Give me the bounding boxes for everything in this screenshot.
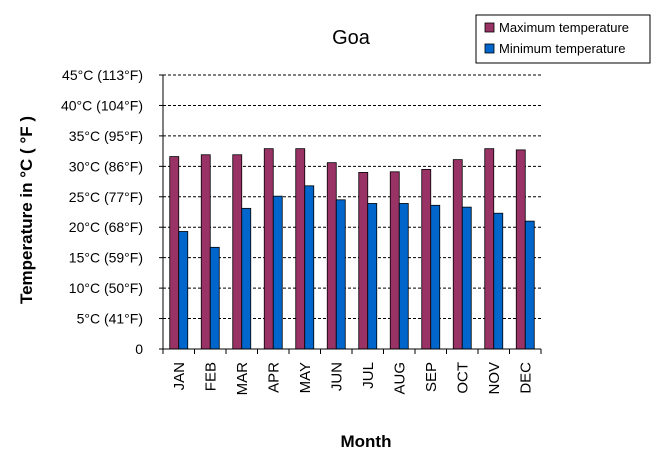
bar-max-jul bbox=[358, 172, 369, 350]
x-axis-title: Month bbox=[341, 432, 392, 451]
x-tick-label: DEC bbox=[517, 362, 534, 394]
bar-min-sep bbox=[430, 204, 441, 350]
x-tick-label: NOV bbox=[486, 362, 503, 395]
bar-min-jan bbox=[178, 231, 189, 350]
y-tick-label: 15°C (59°F) bbox=[69, 250, 143, 266]
bar-max-oct bbox=[452, 159, 463, 350]
bar-max-sep bbox=[421, 168, 432, 350]
y-tick-label: 30°C (86°F) bbox=[69, 158, 143, 174]
bar-min-jul bbox=[367, 203, 378, 350]
x-tick-label: JUL bbox=[360, 362, 377, 389]
x-tick-label: AUG bbox=[391, 362, 408, 395]
x-tick-label: JUN bbox=[328, 362, 345, 391]
bar-max-feb bbox=[200, 154, 211, 350]
bar-min-aug bbox=[398, 203, 409, 350]
bar-max-may bbox=[295, 148, 306, 350]
bar-max-jun bbox=[326, 162, 337, 350]
bar-max-mar bbox=[232, 154, 243, 350]
legend-swatch bbox=[484, 43, 495, 54]
bar-min-dec bbox=[524, 220, 535, 350]
y-tick-label: 25°C (77°F) bbox=[69, 189, 143, 205]
bar-max-aug bbox=[389, 171, 400, 350]
bars bbox=[169, 148, 535, 350]
bar-min-jun bbox=[335, 199, 346, 350]
chart-title: Goa bbox=[332, 27, 371, 49]
grid-lines bbox=[163, 74, 541, 320]
bar-max-apr bbox=[263, 148, 274, 350]
legend-label: Minimum temperature bbox=[499, 41, 625, 56]
bar-min-mar bbox=[241, 207, 252, 350]
y-tick-label: 35°C (95°F) bbox=[69, 128, 143, 144]
x-tick-label: APR bbox=[265, 362, 282, 393]
legend: Maximum temperature Minimum temperature bbox=[475, 14, 651, 64]
bar-max-jan bbox=[169, 156, 180, 350]
y-tick-label: 45°C (113°F) bbox=[62, 67, 143, 83]
bar-max-dec bbox=[515, 149, 526, 350]
x-tick-label: OCT bbox=[454, 362, 471, 394]
y-tick-label: 20°C (68°F) bbox=[69, 219, 143, 235]
x-tick-label: MAR bbox=[234, 362, 251, 396]
bar-min-nov bbox=[493, 212, 504, 350]
legend-label: Maximum temperature bbox=[499, 20, 629, 35]
legend-swatch bbox=[484, 22, 495, 33]
x-tick-label: FEB bbox=[202, 362, 219, 391]
y-tick-labels: 0 5°C (41°F) 10°C (50°F) 15°C (59°F) 20°C (6… bbox=[61, 67, 143, 357]
y-tick-label: 40°C (104°F) bbox=[61, 97, 143, 113]
x-tick-labels: JAN FEB MAR APR MAY JUN JUL AUG SEP OCT NOV DEC bbox=[171, 362, 535, 396]
x-tick-label: MAY bbox=[297, 362, 314, 393]
bar-min-oct bbox=[461, 206, 472, 350]
bar-min-may bbox=[304, 185, 315, 350]
x-tick-label: SEP bbox=[423, 362, 440, 392]
y-tick-label: 5°C (41°F) bbox=[77, 311, 143, 327]
bar-max-nov bbox=[484, 148, 495, 350]
legend-box bbox=[475, 14, 651, 64]
y-tick-label: 10°C (50°F) bbox=[69, 280, 143, 296]
x-tick-label: JAN bbox=[171, 362, 188, 390]
bar-min-apr bbox=[272, 195, 283, 350]
axes bbox=[159, 74, 542, 354]
bar-min-feb bbox=[209, 246, 220, 350]
y-tick-label: 0 bbox=[135, 341, 143, 357]
y-axis-title: Temperature in °C ( °F ) bbox=[17, 116, 36, 304]
